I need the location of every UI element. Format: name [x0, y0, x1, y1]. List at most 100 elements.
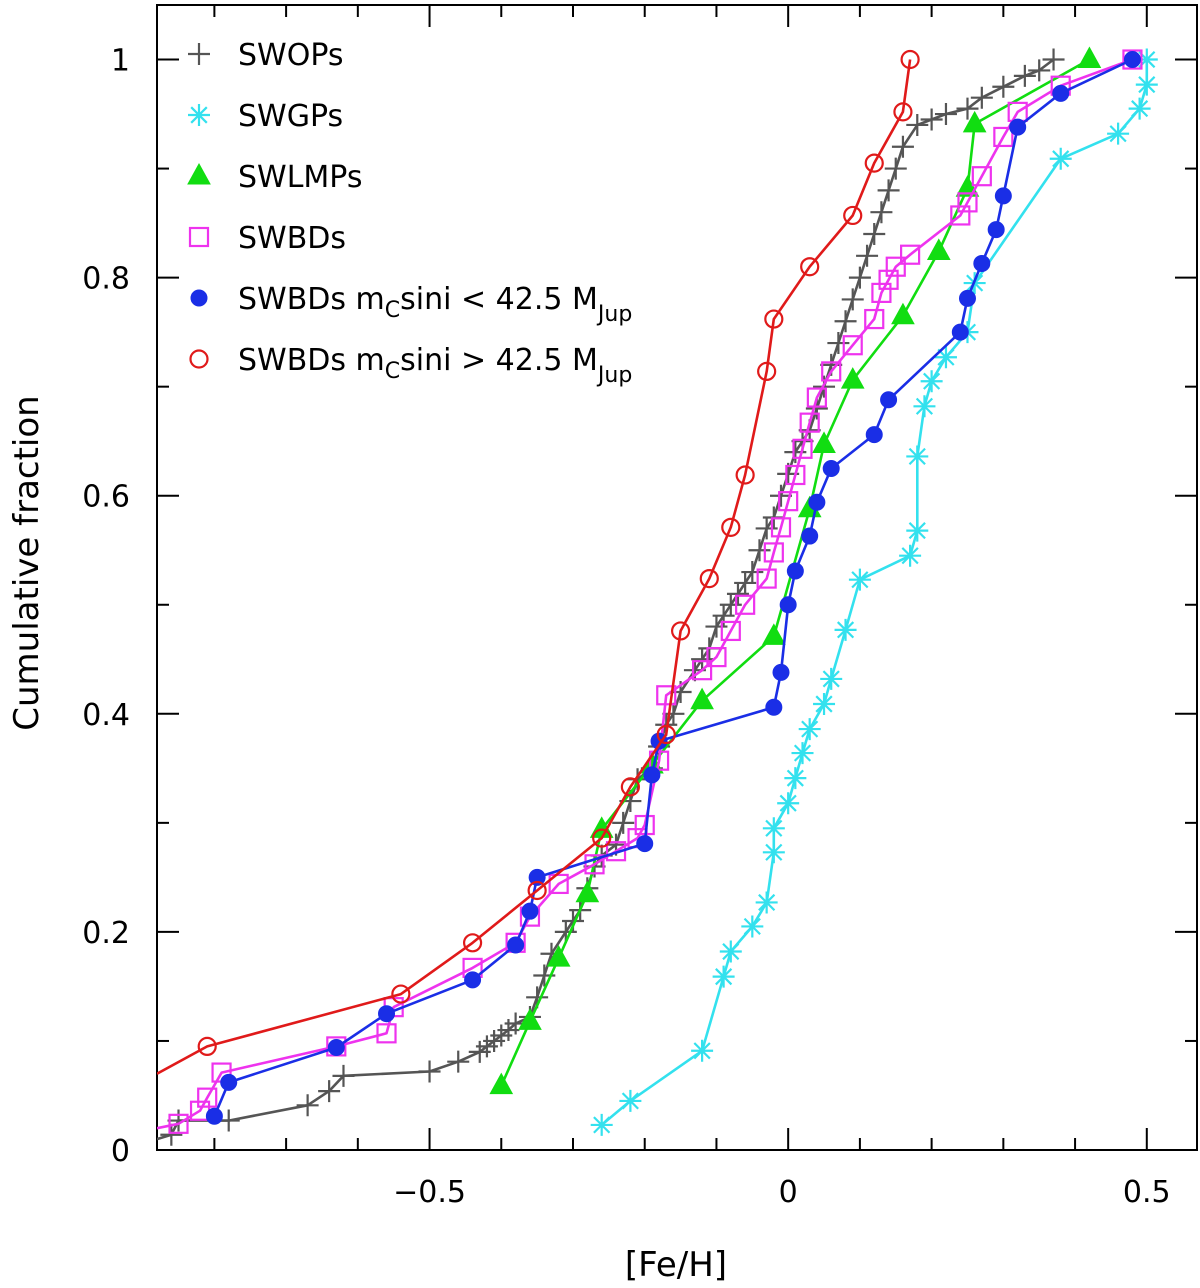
data-point [168, 1113, 189, 1134]
data-point [777, 792, 800, 815]
data-point [772, 663, 790, 681]
data-point [590, 1113, 613, 1136]
data-point [900, 244, 921, 265]
legend-label: SWBDs mCsini < 42.5 MJup [238, 282, 632, 327]
data-point [884, 157, 907, 180]
data-point [1135, 73, 1158, 96]
legend-marker [189, 349, 209, 369]
data-point [801, 527, 819, 545]
data-point [920, 370, 943, 393]
data-point [821, 361, 842, 382]
legend-marker [188, 104, 210, 126]
data-point [756, 568, 777, 589]
data-point [973, 254, 991, 272]
data-point [636, 835, 654, 853]
legend-label: SWBDs mCsini > 42.5 MJup [238, 343, 632, 388]
data-point [808, 493, 826, 511]
series-open-circle [157, 49, 920, 1075]
data-point [813, 692, 836, 715]
y-tick-label: 0.4 [82, 698, 130, 733]
data-point [899, 544, 922, 567]
data-point [719, 940, 742, 963]
data-point [778, 491, 799, 512]
data-point [1052, 84, 1070, 102]
y-tick-label: 0 [111, 1134, 130, 1169]
series-line [157, 58, 1133, 1130]
legend-marker [190, 289, 208, 307]
data-point [950, 205, 971, 226]
data-point [848, 568, 871, 591]
data-point [827, 332, 850, 355]
data-point [376, 1023, 397, 1044]
data-point [575, 880, 600, 903]
data-point [643, 766, 661, 784]
data-point [834, 310, 857, 333]
legend-item: SWBDs mCsini > 42.5 MJup [189, 343, 632, 388]
data-point [920, 108, 943, 131]
data-point [785, 464, 806, 486]
data-point [987, 221, 1005, 239]
data-point [761, 623, 786, 645]
legend-label-part: SWBDs m [238, 282, 385, 317]
data-point [764, 309, 784, 329]
data-point [296, 1094, 319, 1117]
data-point [706, 647, 727, 668]
data-point [906, 519, 929, 542]
legend-item: SWBDs mCsini < 42.5 MJup [190, 282, 632, 327]
data-point [791, 742, 814, 765]
x-tick-label: 0.5 [1123, 1175, 1171, 1210]
data-point [970, 86, 993, 109]
data-point [822, 459, 840, 477]
data-point [800, 257, 820, 277]
data-point [934, 346, 957, 369]
data-point [612, 811, 635, 834]
data-point [327, 1038, 345, 1056]
data-point [880, 391, 898, 409]
legend-label-part: sini > 42.5 M [400, 343, 598, 378]
legend-label: SWGPs [238, 99, 343, 134]
data-point [528, 868, 546, 886]
data-point [620, 777, 640, 797]
series-line [157, 59, 912, 1075]
data-point [735, 465, 755, 485]
data-point [1009, 118, 1027, 136]
data-point [1135, 48, 1158, 71]
data-point [464, 971, 482, 989]
data-point [848, 266, 871, 289]
data-point [864, 153, 884, 173]
legend-subscript: Jup [596, 363, 632, 388]
data-point [521, 902, 539, 920]
data-point [690, 687, 714, 710]
legend-subscript: C [385, 359, 400, 384]
legend-label-part: sini < 42.5 M [400, 282, 598, 317]
data-point [1013, 64, 1036, 87]
data-point [926, 238, 951, 260]
legend-subscript: C [385, 298, 400, 323]
data-point [820, 667, 843, 690]
data-point [891, 135, 914, 158]
data-point [648, 750, 670, 771]
data-point [900, 49, 920, 70]
data-point [843, 205, 863, 226]
data-point [507, 936, 525, 954]
x-tick-label: −0.5 [393, 1175, 466, 1210]
data-point [755, 891, 778, 914]
data-point [906, 445, 929, 468]
data-point [699, 568, 719, 589]
data-point [518, 1008, 542, 1030]
data-point [318, 1080, 341, 1103]
series-line [600, 59, 1149, 1126]
legend-label-part: SWBDs m [238, 343, 385, 378]
data-point [992, 75, 1015, 98]
data-point [763, 542, 784, 563]
data-point [378, 1005, 396, 1023]
data-point [546, 945, 571, 967]
data-point [720, 620, 741, 642]
data-point [741, 915, 764, 938]
data-point [391, 984, 411, 1004]
data-point [1128, 97, 1151, 120]
legend-marker [188, 226, 210, 248]
y-tick-label: 1 [111, 44, 130, 79]
legend-item: SWLMPs [187, 160, 363, 195]
data-point [962, 110, 987, 133]
